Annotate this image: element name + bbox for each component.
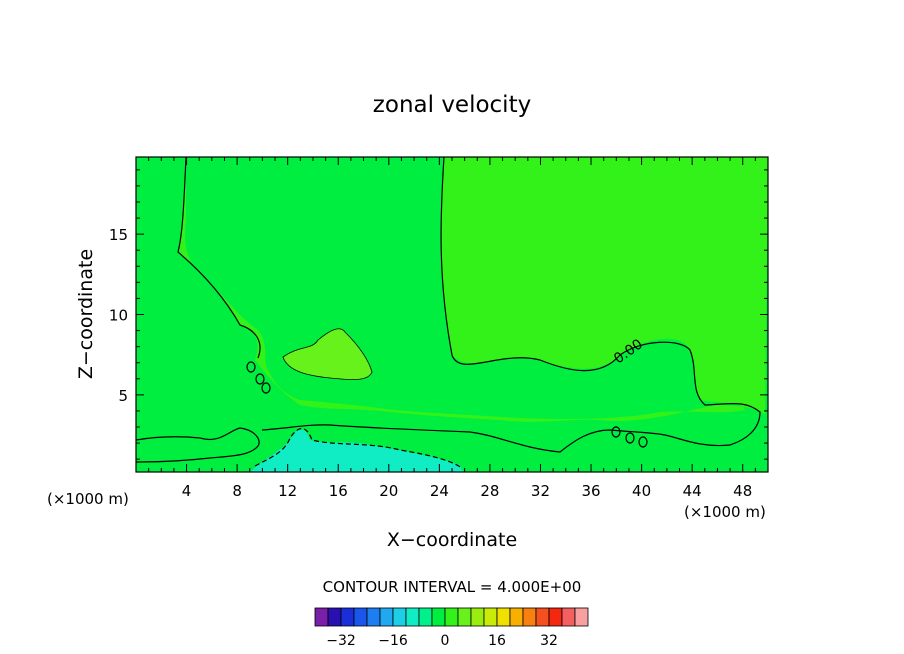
colorbar-swatch — [574, 607, 589, 627]
colorbar-swatch — [405, 607, 420, 627]
contour-closed-small-1 — [246, 361, 256, 373]
colorbar-swatch — [340, 607, 355, 627]
y-tick-label: 5 — [118, 387, 128, 405]
contour-closed-small-5 — [625, 432, 635, 444]
colorbar-swatch — [548, 607, 563, 627]
contour-line-local-maximum — [282, 328, 373, 381]
colorbar-tick-label: 0 — [441, 633, 450, 649]
y-tick-label: 15 — [109, 226, 128, 244]
x-tick-label: 28 — [480, 482, 499, 500]
colorbar-swatch — [496, 607, 511, 627]
colorbar — [314, 607, 589, 627]
y-tick-label: 10 — [109, 307, 128, 325]
colorbar-swatch — [457, 607, 472, 627]
contour-region-local-maximum — [283, 328, 372, 380]
y-axis-label: Z−coordinate — [75, 249, 97, 379]
colorbar-swatch — [418, 607, 433, 627]
contour-line-zero-east — [440, 157, 761, 447]
x-unit-right: (×1000 m) — [684, 503, 766, 521]
colorbar-swatch — [366, 607, 381, 627]
colorbar-swatch — [353, 607, 368, 627]
x-tick-label: 4 — [182, 482, 192, 500]
colorbar-swatch — [327, 607, 342, 627]
contour-closed-small-3 — [261, 382, 271, 394]
colorbar-swatch — [483, 607, 498, 627]
colorbar-tick-label: −32 — [326, 633, 356, 649]
contour-closed-small-4 — [611, 426, 621, 438]
colorbar-swatch — [379, 607, 394, 627]
colorbar-swatch — [509, 607, 524, 627]
x-axis-label: X−coordinate — [387, 529, 517, 551]
x-tick-label: 12 — [278, 482, 297, 500]
x-tick-label: 32 — [531, 482, 550, 500]
colorbar-swatch — [535, 607, 550, 627]
x-tick-label: 16 — [329, 482, 348, 500]
contour-region-near-surface-minimum — [250, 429, 465, 472]
colorbar-swatch — [522, 607, 537, 627]
x-tick-label: 44 — [683, 482, 702, 500]
contour-line-negative — [254, 427, 463, 469]
colorbar-tick-label: 32 — [540, 633, 558, 649]
contour-line-zero-lower — [136, 427, 260, 463]
contour-closed-small-2 — [255, 373, 265, 385]
colorbar-swatch — [431, 607, 446, 627]
colorbar-ticks: −32 −16 0 16 32 — [326, 633, 558, 649]
x-tick-label: 8 — [232, 482, 242, 500]
x-unit-left: (×1000 m) — [47, 490, 129, 508]
colorbar-swatch — [444, 607, 459, 627]
colorbar-tick-label: 16 — [488, 633, 506, 649]
colorbar-swatch — [314, 607, 329, 627]
colorbar-tick-label: −16 — [378, 633, 408, 649]
contour-line-zero-bottom — [261, 424, 666, 453]
colorbar-swatch — [392, 607, 407, 627]
contour-region-upper-band — [178, 157, 768, 422]
contour-line-zero-west — [177, 157, 261, 359]
x-axis: 4 8 12 16 20 24 28 32 36 40 44 48 — [148, 157, 756, 500]
chart-title: zonal velocity — [373, 92, 531, 118]
x-tick-label: 24 — [430, 482, 449, 500]
x-tick-label: 36 — [581, 482, 600, 500]
contour-interval-text: CONTOUR INTERVAL = 4.000E+00 — [323, 578, 582, 596]
colorbar-swatch — [470, 607, 485, 627]
contour-closed-small-6 — [638, 436, 648, 448]
colorbar-swatch — [561, 607, 576, 627]
contour-lines — [136, 157, 761, 469]
y-axis: 5 10 15 — [109, 169, 768, 460]
x-tick-label: 20 — [379, 482, 398, 500]
plot-area: 0.00 — [135, 156, 769, 473]
x-tick-label: 40 — [632, 482, 651, 500]
x-tick-label: 48 — [733, 482, 752, 500]
